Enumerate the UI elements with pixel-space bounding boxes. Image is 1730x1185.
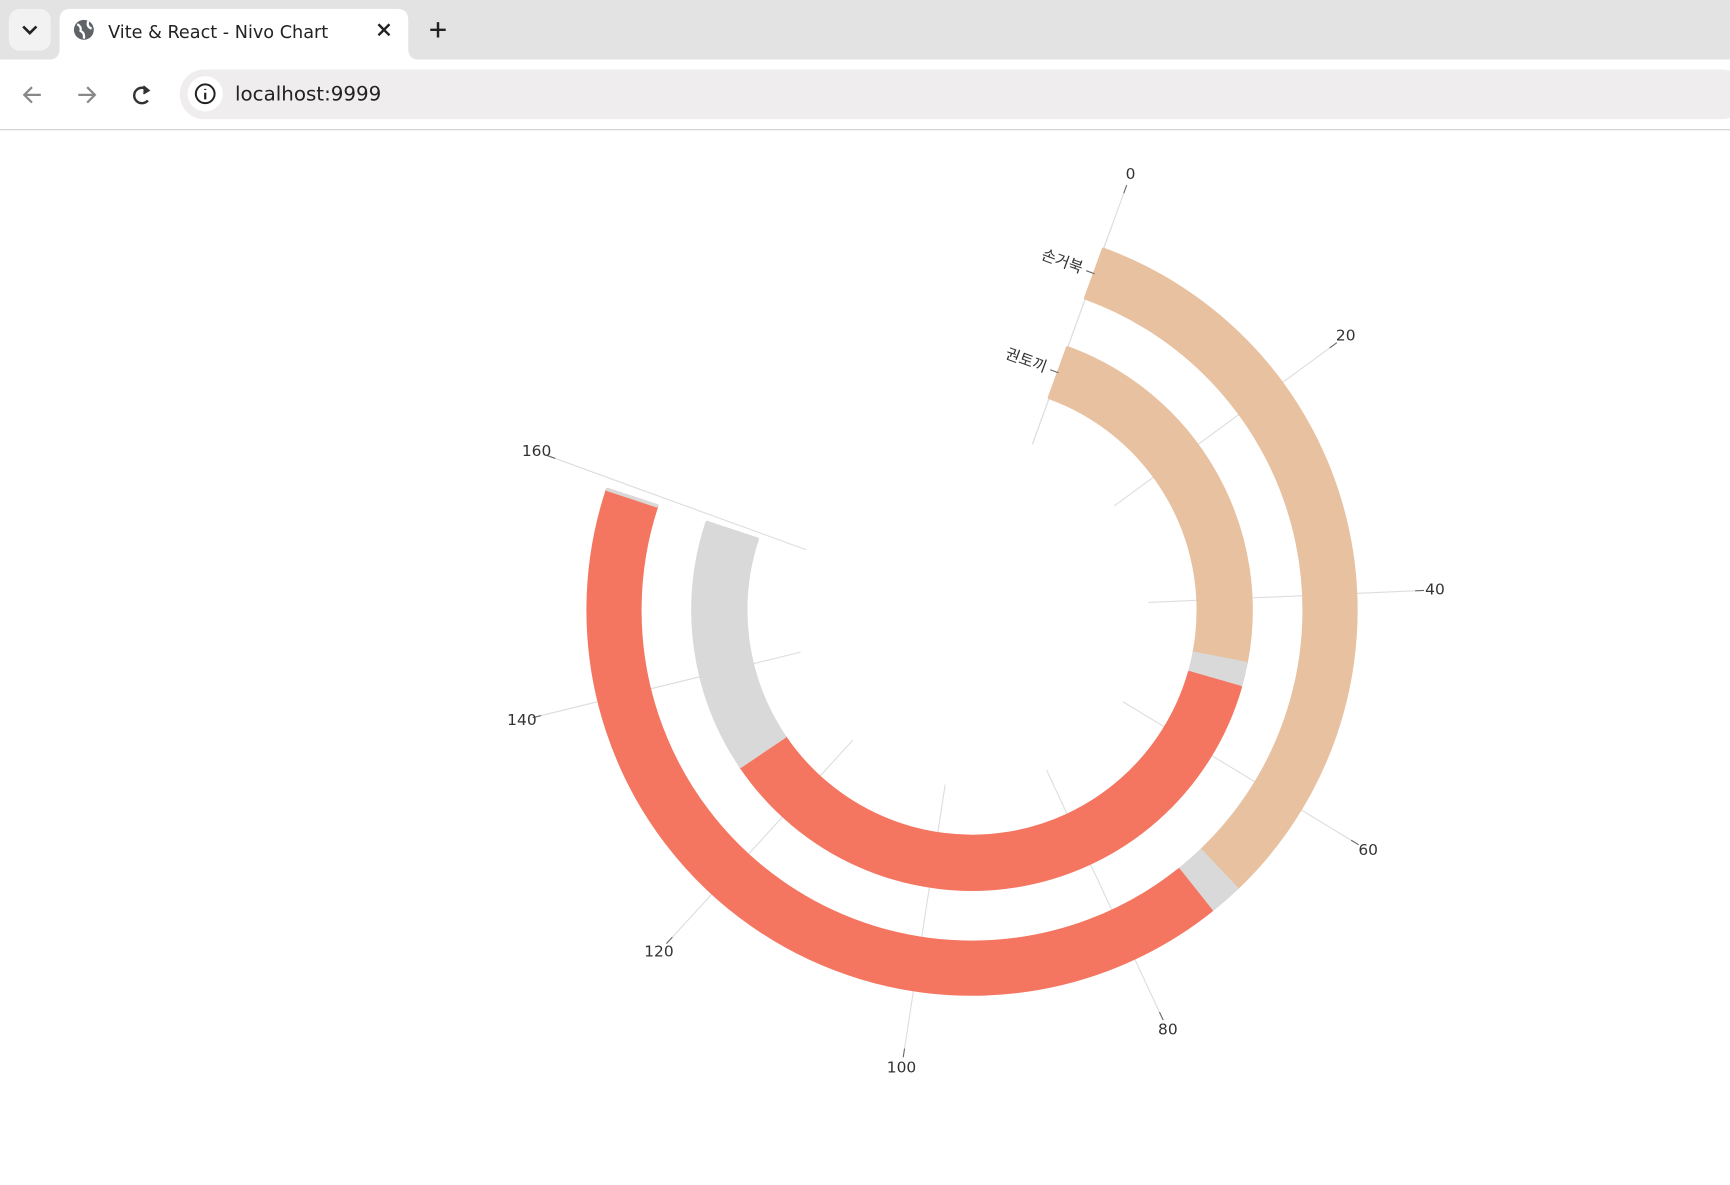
grid-line (1148, 590, 1416, 604)
tick-mark (1123, 184, 1128, 194)
tick-label: 0 (1126, 165, 1136, 183)
row-label: 손거북 (1039, 246, 1085, 277)
tick-mark (1329, 342, 1338, 349)
tick-label: 100 (887, 1059, 916, 1077)
tab-close[interactable] (377, 23, 391, 37)
tick-mark (1350, 839, 1360, 846)
row-tick (1085, 270, 1095, 275)
bar-segment (1047, 346, 1253, 666)
back-button[interactable] (22, 86, 41, 104)
grid-line (1114, 347, 1331, 507)
tick-label: 160 (522, 442, 551, 460)
grid-line (555, 457, 807, 551)
grid-line (904, 784, 946, 1049)
bar-segment (586, 487, 1213, 996)
grid-line (541, 651, 801, 717)
active-tab[interactable] (48, 8, 420, 60)
grid-line (1122, 701, 1352, 841)
row-tick (1049, 369, 1059, 374)
tick-mark (532, 715, 542, 719)
tick-mark (546, 454, 556, 459)
reload-arrow (142, 85, 151, 95)
tick-label: 60 (1358, 841, 1378, 859)
address-bar[interactable] (179, 69, 1730, 120)
tick-mark (666, 936, 673, 945)
tab-list-button[interactable] (8, 8, 51, 51)
tick-label: 40 (1425, 580, 1445, 598)
bar-segment (691, 520, 787, 768)
bar-segment (605, 487, 659, 508)
tick-label: 120 (644, 942, 673, 960)
url-text[interactable]: localhost:9999 (235, 82, 381, 105)
grid-line (1046, 769, 1160, 1013)
forward-button[interactable] (78, 86, 97, 104)
grid-line (671, 739, 854, 938)
info-icon (194, 83, 216, 105)
row-label: 권토끼 (1003, 345, 1049, 376)
tick-mark (902, 1048, 906, 1058)
tick-label: 80 (1158, 1021, 1178, 1039)
tick-label: 20 (1336, 327, 1356, 345)
tick-label: 140 (507, 711, 536, 729)
tick-mark (1158, 1011, 1164, 1021)
tab-title: Vite & React - Nivo Chart (108, 23, 328, 43)
favicon-detail (76, 20, 93, 39)
tab-list-icon (22, 25, 38, 35)
bar-segment (738, 671, 1242, 891)
new-tab[interactable] (430, 22, 446, 38)
